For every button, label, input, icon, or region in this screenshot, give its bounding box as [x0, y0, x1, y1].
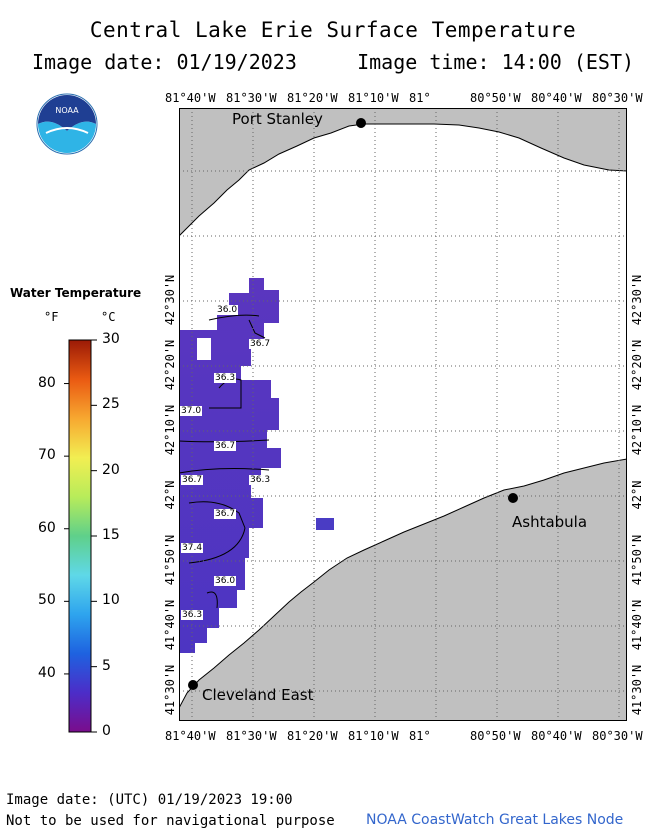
longitude-label-bottom: 81°30'W: [226, 729, 277, 743]
longitude-label-bottom: 80°50'W: [470, 729, 521, 743]
cleveland-east-marker: [188, 680, 198, 690]
latitude-label-right: 42°10'N: [630, 404, 644, 456]
footer-disclaimer: Not to be used for navigational purpose: [6, 813, 335, 829]
longitude-label-bottom: 80°30'W: [592, 729, 643, 743]
latitude-label-right: 42°20'N: [630, 339, 644, 391]
longitude-label-bottom: 81°: [409, 729, 431, 743]
map-title: Central Lake Erie Surface Temperature: [89, 18, 577, 42]
city-label-ashtabula: Ashtabula: [512, 513, 588, 531]
latitude-label-left: 41°40'N: [163, 599, 177, 651]
latitude-label-right: 41°50'N: [630, 534, 644, 586]
contour-label: 36.7: [249, 339, 272, 349]
fahrenheit-tick-label: 60: [38, 519, 56, 536]
latitude-label-right: 42°N: [630, 480, 644, 510]
longitude-label-bottom: 81°40'W: [165, 729, 216, 743]
latitude-label-right: 41°40'N: [630, 599, 644, 651]
longitude-label-top: 80°30'W: [592, 91, 643, 105]
longitude-label-bottom: 80°40'W: [531, 729, 582, 743]
noaa-logo-text: NOAA: [55, 106, 79, 115]
lat-lon-grid: [179, 108, 627, 721]
longitude-label-top: 80°40'W: [531, 91, 582, 105]
ashtabula-marker: [508, 493, 518, 503]
latitude-label-right: 42°30'N: [630, 274, 644, 326]
contour-label: 36.7: [214, 509, 237, 519]
legend-title: Water Temperature: [10, 286, 142, 300]
lake-erie-map: [179, 108, 627, 721]
longitude-label-top: 81°40'W: [165, 91, 216, 105]
contour-label: 36.3: [181, 610, 204, 620]
celsius-tick-label: 15: [102, 527, 120, 543]
contour-label: 36.0: [214, 576, 237, 586]
noaa-logo-icon: NOAA: [36, 93, 98, 155]
contour-label: 37.4: [181, 543, 204, 553]
celsius-tick-label: 5: [102, 657, 111, 674]
latitude-label-left: 42°10'N: [163, 404, 177, 456]
latitude-label-left: 42°30'N: [163, 274, 177, 326]
surface-temperature-data: [179, 278, 281, 653]
image-time: Image time: 14:00 (EST): [357, 50, 635, 74]
celsius-tick-label: 25: [102, 396, 120, 413]
celsius-tick-label: 20: [102, 461, 120, 478]
legend-unit-celsius: °C: [101, 310, 116, 324]
longitude-label-top: 81°30'W: [226, 91, 277, 105]
us-land: [179, 458, 627, 721]
celsius-tick-label: 10: [102, 592, 120, 609]
contour-label: 36.0: [216, 305, 239, 315]
celsius-tick-label: 30: [102, 331, 120, 347]
image-date-time-line: Image date: 01/19/2023 Image time: 14:00…: [0, 50, 666, 74]
latitude-label-left: 42°20'N: [163, 339, 177, 391]
fahrenheit-tick-label: 70: [38, 447, 56, 464]
longitude-label-top: 81°10'W: [348, 91, 399, 105]
latitude-label-left: 42°N: [163, 480, 177, 510]
contour-label: 37.0: [180, 406, 203, 416]
contour-label: 36.7: [181, 475, 204, 485]
contour-label: 36.7: [214, 441, 237, 451]
city-label-port-stanley: Port Stanley: [232, 110, 323, 128]
port-stanley-marker: [356, 118, 366, 128]
celsius-tick-label: 0: [102, 723, 111, 739]
color-scale-bar: [68, 339, 92, 733]
legend-unit-fahrenheit: °F: [44, 310, 59, 324]
map-border: [179, 108, 627, 721]
fahrenheit-tick-label: 40: [38, 664, 56, 681]
surface-temperature-data-small: [316, 518, 334, 530]
contour-label: 36.3: [214, 373, 237, 383]
longitude-label-bottom: 81°10'W: [348, 729, 399, 743]
footer-credit: NOAA CoastWatch Great Lakes Node: [366, 812, 624, 828]
temperature-color-scale: [64, 339, 97, 733]
city-label-cleveland-east: Cleveland East: [202, 686, 314, 704]
data-gap: [197, 338, 211, 360]
fahrenheit-tick-label: 50: [38, 592, 56, 609]
longitude-label-bottom: 81°20'W: [287, 729, 338, 743]
longitude-label-top: 80°50'W: [470, 91, 521, 105]
latitude-label-left: 41°30'N: [163, 664, 177, 716]
footer-utc-date: Image date: (UTC) 01/19/2023 19:00: [6, 792, 293, 808]
color-scale-ticks: [64, 339, 97, 733]
image-date: Image date: 01/19/2023: [31, 50, 297, 74]
latitude-label-right: 41°30'N: [630, 664, 644, 716]
contour-label: 36.3: [249, 475, 272, 485]
longitude-label-top: 81°: [409, 91, 431, 105]
latitude-label-left: 41°50'N: [163, 534, 177, 586]
fahrenheit-tick-label: 80: [38, 374, 56, 391]
longitude-label-top: 81°20'W: [287, 91, 338, 105]
